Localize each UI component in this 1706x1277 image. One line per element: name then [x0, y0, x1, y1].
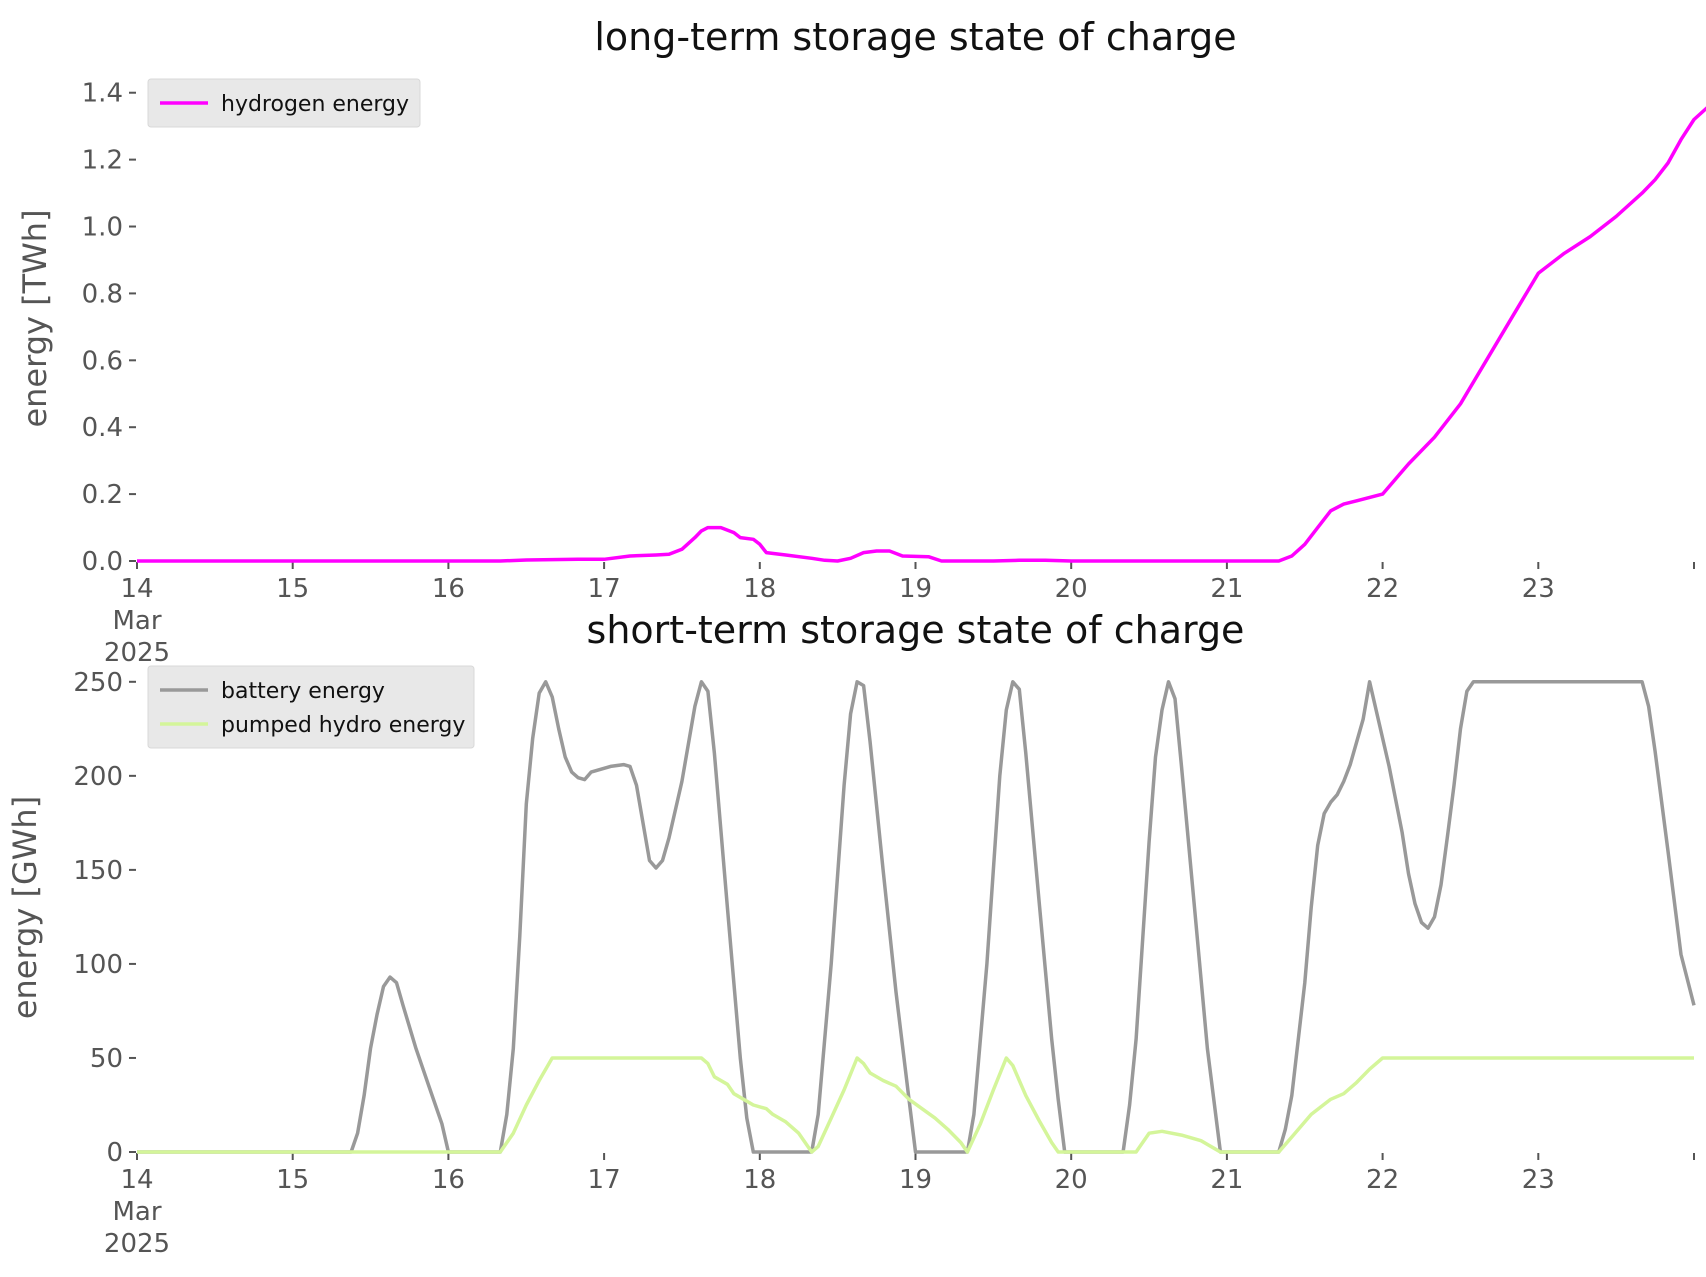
x-tick-label: 18	[743, 574, 776, 604]
y-tick-label: 0.6	[82, 346, 123, 376]
y-tick-label: 0.2	[82, 480, 123, 510]
legend-label: battery energy	[221, 679, 385, 704]
legend-label: pumped hydro energy	[221, 713, 465, 738]
x-tick-label: 23	[1522, 574, 1555, 604]
x-tick-label: 19	[899, 574, 932, 604]
legend-box	[147, 78, 421, 128]
x-tick-label: 18	[743, 1165, 776, 1195]
x-tick-label: 20	[1055, 1165, 1088, 1195]
x-tick-label: 22	[1366, 1165, 1399, 1195]
short-term-storage-panel: short-term storage state of charge energy…	[6, 608, 1696, 1259]
x-tick-label: 16	[432, 1165, 465, 1195]
y-tick-label: 150	[73, 856, 123, 886]
y-tick-label: 0	[106, 1138, 123, 1168]
pumped-hydro-energy-line	[137, 1056, 1694, 1154]
y-tick-label: 100	[73, 950, 123, 980]
legend-label: hydrogen energy	[221, 92, 409, 117]
x-tick-label: 20	[1055, 574, 1088, 604]
hydrogen-energy-line	[137, 106, 1706, 563]
legend-box	[147, 665, 475, 749]
x-tick-label: 21	[1210, 1165, 1243, 1195]
x-tick-label: 23	[1522, 1165, 1555, 1195]
long-term-storage-panel: long-term storage state of charge energy …	[16, 15, 1706, 668]
x-tick-label: 17	[588, 1165, 621, 1195]
x-tick-label: 15	[276, 1165, 309, 1195]
chart-title: short-term storage state of charge	[587, 608, 1245, 652]
x-tick-label: 15	[276, 574, 309, 604]
y-tick-label: 0.8	[82, 279, 123, 309]
y-tick-label: 1.2	[82, 146, 123, 176]
x-tick-label: 16	[432, 574, 465, 604]
y-tick-label: 1.4	[82, 79, 123, 109]
x-tick-label: 14 Mar 2025	[104, 574, 170, 668]
chart-title: long-term storage state of charge	[594, 15, 1236, 59]
y-axis-label: energy [TWh]	[16, 209, 54, 427]
x-tick-label: 22	[1366, 574, 1399, 604]
x-tick-label: 14 Mar 2025	[104, 1165, 170, 1259]
y-tick-label: 50	[90, 1044, 123, 1074]
y-tick-label: 1.0	[82, 213, 123, 243]
x-tick-label: 17	[588, 574, 621, 604]
y-tick-label: 200	[73, 762, 123, 792]
y-tick-label: 0.0	[82, 547, 123, 577]
x-tick-label: 21	[1210, 574, 1243, 604]
y-tick-label: 0.4	[82, 413, 123, 443]
battery-energy-line	[137, 680, 1696, 1154]
y-tick-label: 250	[73, 668, 123, 698]
y-axis-label: energy [GWh]	[6, 796, 44, 1019]
x-tick-label: 19	[899, 1165, 932, 1195]
